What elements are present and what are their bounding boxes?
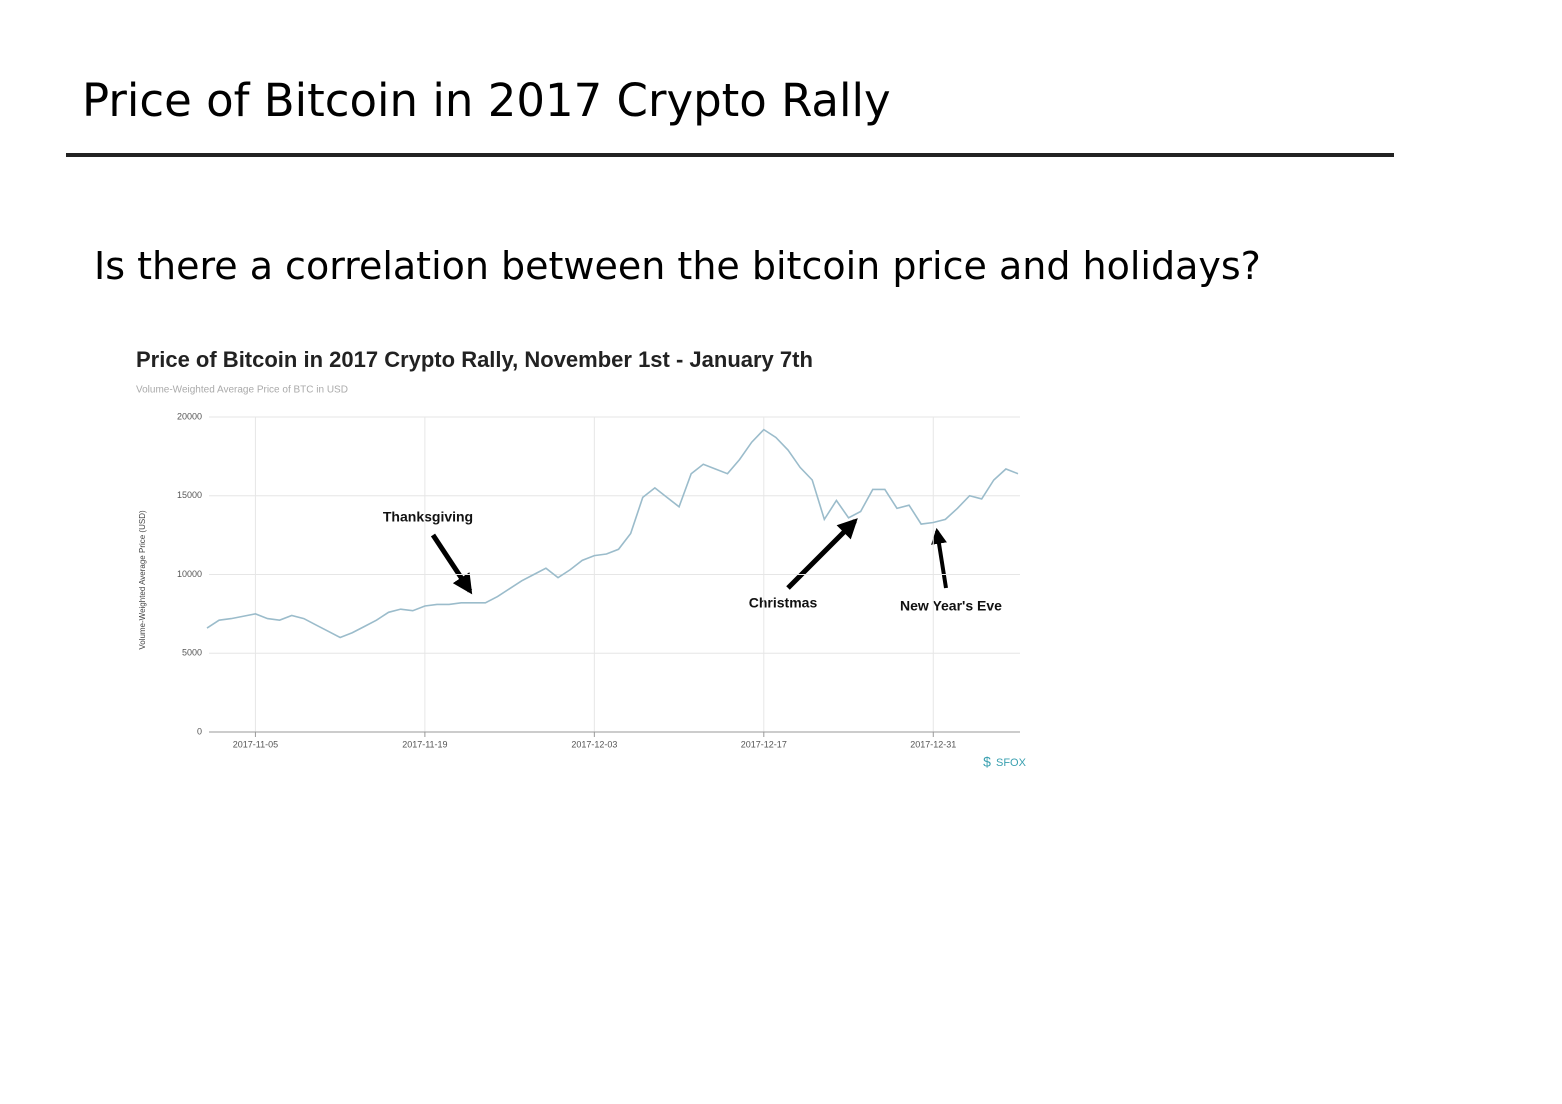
question: Is there a correlation between the bitco…: [94, 244, 1261, 288]
x-tick-label: 2017-12-17: [741, 739, 787, 749]
y-axis-label: Volume-Weighted Average Price (USD): [138, 510, 147, 650]
logo-icon: $: [983, 754, 991, 770]
source-logo: SFOX: [996, 757, 1027, 769]
annotation: Christmas: [749, 595, 818, 611]
annotation: Thanksgiving: [383, 509, 473, 525]
annotation-arrow: [786, 518, 858, 590]
y-tick-label: 20000: [177, 411, 202, 421]
y-tick-label: 5000: [182, 648, 202, 658]
x-tick-label: 2017-11-05: [233, 739, 278, 749]
y-tick-label: 10000: [177, 569, 202, 579]
annotation: New Year's Eve: [900, 598, 1002, 614]
annotation-arrow: [430, 533, 473, 595]
y-tick-label: 0: [197, 726, 202, 736]
annotation-arrow: [931, 527, 948, 589]
x-tick-label: 2017-12-31: [910, 739, 956, 749]
x-tick-label: 2017-11-19: [402, 739, 447, 749]
price-line: [206, 428, 1019, 639]
chart-subtitle: Volume-Weighted Average Price of BTC in …: [136, 385, 348, 396]
title-rule: [66, 153, 1394, 157]
y-tick-label: 15000: [177, 490, 202, 500]
slide-title: Price of Bitcoin in 2017 Crypto Rally: [82, 74, 891, 127]
x-tick-label: 2017-12-03: [571, 739, 617, 749]
chart-title: Price of Bitcoin in 2017 Crypto Rally, N…: [136, 347, 813, 372]
